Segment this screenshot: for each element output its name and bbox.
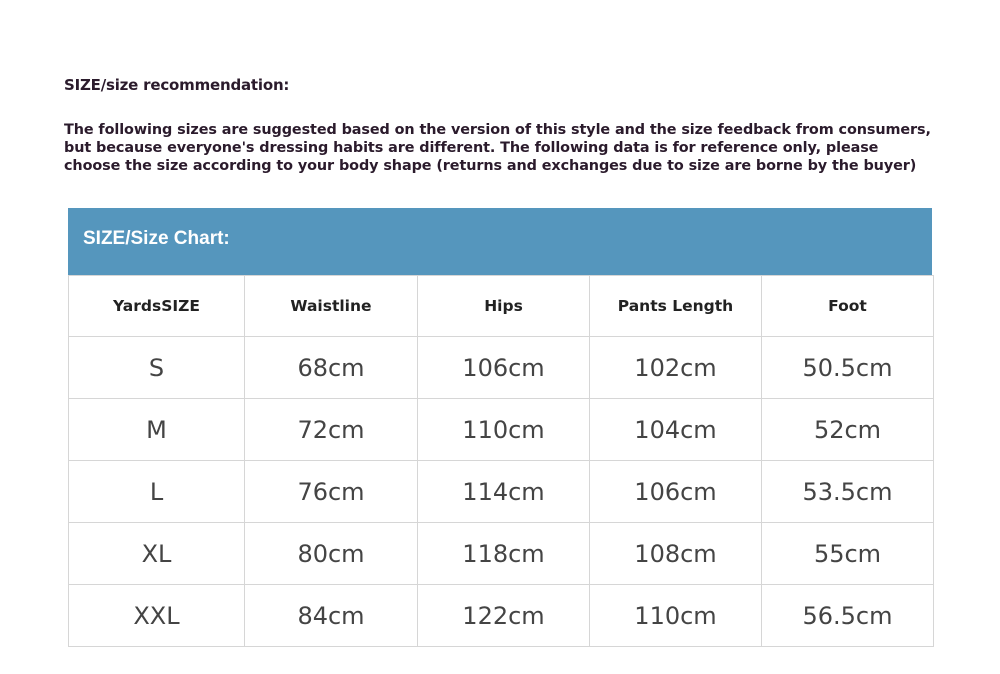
- column-header: YardsSIZE: [68, 275, 245, 337]
- table-cell: 104cm: [589, 398, 762, 461]
- table-cell: 80cm: [244, 522, 418, 585]
- size-chart-table: YardsSIZE Waistline Hips Pants Length Foot S…: [68, 275, 934, 647]
- table-cell: 50.5cm: [761, 336, 934, 399]
- table-cell: 108cm: [589, 522, 762, 585]
- table-cell: 106cm: [589, 460, 762, 523]
- table-cell: 110cm: [589, 584, 762, 647]
- table-cell: 68cm: [244, 336, 418, 399]
- table-row: XXL 84cm 122cm 110cm 56.5cm: [68, 584, 934, 647]
- table-cell: L: [68, 460, 245, 523]
- column-header: Hips: [417, 275, 590, 337]
- note-line: The following sizes are suggested based …: [64, 122, 931, 138]
- table-cell: 114cm: [417, 460, 590, 523]
- table-row: S 68cm 106cm 102cm 50.5cm: [68, 336, 934, 399]
- table-cell: 102cm: [589, 336, 762, 399]
- table-cell: 53.5cm: [761, 460, 934, 523]
- table-row: M 72cm 110cm 104cm 52cm: [68, 398, 934, 461]
- table-cell: 122cm: [417, 584, 590, 647]
- table-cell: 52cm: [761, 398, 934, 461]
- page-title: SIZE/size recommendation:: [64, 76, 290, 94]
- table-cell: XXL: [68, 584, 245, 647]
- note-line: choose the size according to your body s…: [64, 158, 917, 174]
- column-header: Pants Length: [589, 275, 762, 337]
- table-cell: XL: [68, 522, 245, 585]
- table-cell: 56.5cm: [761, 584, 934, 647]
- table-cell: 110cm: [417, 398, 590, 461]
- table-row: XL 80cm 118cm 108cm 55cm: [68, 522, 934, 585]
- table-cell: 76cm: [244, 460, 418, 523]
- table-row: L 76cm 114cm 106cm 53.5cm: [68, 460, 934, 523]
- note-line: but because everyone's dressing habits a…: [64, 140, 879, 156]
- column-header: Waistline: [244, 275, 418, 337]
- table-cell: S: [68, 336, 245, 399]
- table-cell: 118cm: [417, 522, 590, 585]
- size-chart-title: SIZE/Size Chart:: [83, 228, 230, 249]
- size-chart-header: SIZE/Size Chart:: [68, 208, 932, 275]
- table-cell: M: [68, 398, 245, 461]
- table-cell: 55cm: [761, 522, 934, 585]
- table-cell: 84cm: [244, 584, 418, 647]
- table-cell: 106cm: [417, 336, 590, 399]
- size-note: The following sizes are suggested based …: [64, 121, 964, 175]
- column-header: Foot: [761, 275, 934, 337]
- table-cell: 72cm: [244, 398, 418, 461]
